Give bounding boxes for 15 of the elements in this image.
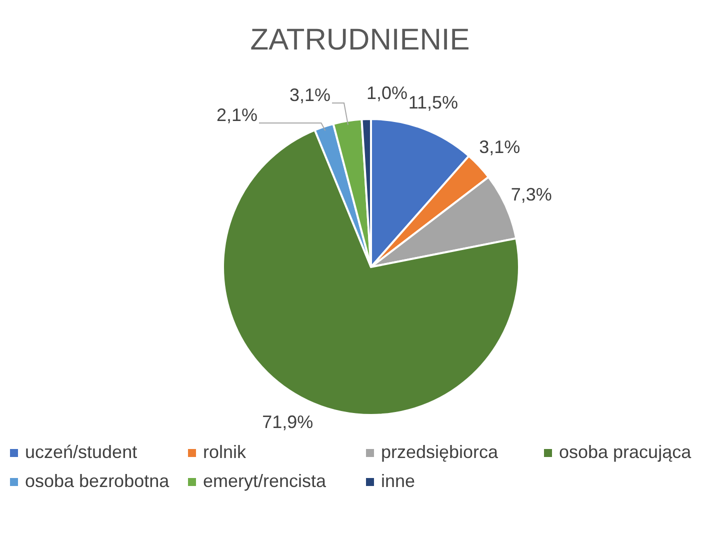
data-label: 71,9% xyxy=(262,412,314,432)
data-label: 3,1% xyxy=(479,136,520,157)
data-label: 1,0% xyxy=(366,83,408,103)
data-label: 11,5% xyxy=(408,92,458,112)
data-label: 2,1% xyxy=(216,105,258,125)
legend-label: inne xyxy=(380,471,416,492)
legend-label: rolnik xyxy=(202,442,248,463)
data-label: 3,1% xyxy=(289,85,331,105)
legend-label: przedsiębiorca xyxy=(380,442,500,463)
legend-label: osoba bezrobotna xyxy=(24,471,170,492)
legend-label: uczeń/student xyxy=(24,442,138,463)
legend-label: emeryt/rencista xyxy=(202,471,328,492)
data-label: 7,3% xyxy=(510,184,552,205)
chart-title: ZATRUDNIENIE xyxy=(250,24,470,56)
legend-label: osoba pracująca xyxy=(558,442,692,463)
